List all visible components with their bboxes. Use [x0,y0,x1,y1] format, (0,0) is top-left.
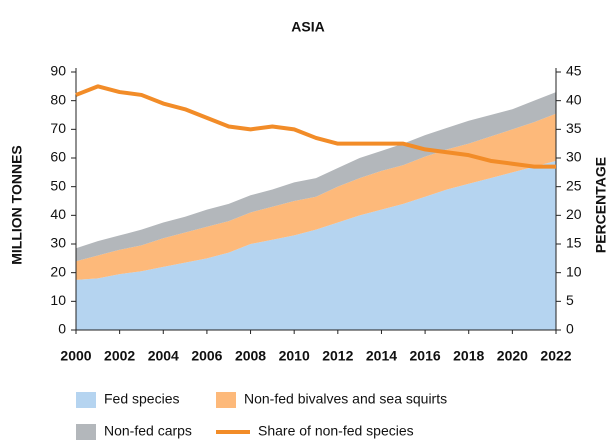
y-tick-label: 20 [50,263,66,279]
legend-swatch [76,392,96,408]
y-tick-label: 70 [50,120,66,136]
legend-label: Fed species [104,391,179,407]
y2-tick-label: 35 [566,120,582,136]
x-tick-label: 2002 [104,348,135,364]
y2-axis-label: PERCENTAGE [593,157,609,253]
y-tick-label: 60 [50,149,66,165]
legend-label: Non-fed bivalves and sea squirts [244,391,447,407]
legend-label: Non-fed carps [104,423,192,439]
y2-tick-label: 10 [566,263,582,279]
y-axis-label: MILLION TONNES [9,145,25,265]
x-tick-label: 2014 [366,348,397,364]
x-tick-label: 2010 [279,348,310,364]
y2-tick-label: 0 [566,321,574,337]
y-tick-label: 50 [50,177,66,193]
x-tick-label: 2012 [322,348,353,364]
y-tick-label: 90 [50,63,66,79]
y-tick-label: 0 [58,321,66,337]
y2-tick-label: 30 [566,149,582,165]
x-tick-label: 2000 [60,348,91,364]
y-tick-label: 80 [50,91,66,107]
y-tick-label: 40 [50,206,66,222]
x-tick-label: 2004 [148,348,179,364]
x-tick-label: 2016 [410,348,441,364]
x-tick-label: 2022 [540,348,571,364]
y-tick-label: 10 [50,292,66,308]
line [75,84,556,169]
x-tick-label: 2018 [453,348,484,364]
y2-tick-label: 5 [566,292,574,308]
chart-title: ASIA [291,19,324,35]
x-tick-label: 2008 [235,348,266,364]
legend-swatch [76,424,96,440]
y2-tick-label: 25 [566,177,582,193]
y-tick-label: 30 [50,235,66,251]
x-tick-label: 2006 [191,348,222,364]
y2-tick-label: 20 [566,206,582,222]
x-tick-label: 2020 [497,348,528,364]
y2-tick-label: 45 [566,63,582,79]
y2-tick-label: 15 [566,235,582,251]
area [76,92,556,262]
legend-swatch [216,392,236,408]
area [76,113,556,280]
y2-tick-label: 40 [566,91,582,107]
area [76,160,556,330]
legend-label: Share of non-fed species [258,423,414,439]
